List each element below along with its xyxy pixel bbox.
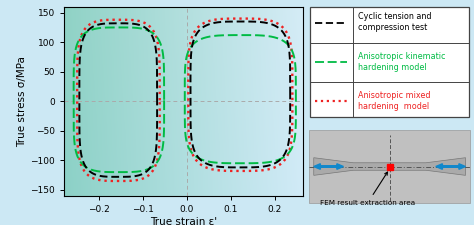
- Text: Anisotropic kinematic
hardening model: Anisotropic kinematic hardening model: [358, 52, 446, 72]
- Y-axis label: True stress σ/MPa: True stress σ/MPa: [18, 56, 27, 147]
- Polygon shape: [314, 158, 465, 175]
- FancyBboxPatch shape: [310, 7, 469, 117]
- FancyBboxPatch shape: [309, 130, 471, 203]
- Text: Cyclic tension and
compression test: Cyclic tension and compression test: [358, 12, 432, 32]
- FancyArrow shape: [314, 164, 337, 169]
- FancyArrow shape: [442, 164, 465, 169]
- FancyArrow shape: [436, 164, 459, 169]
- X-axis label: True strain ε': True strain ε': [150, 216, 217, 225]
- Text: Anisotropic mixed
hardening  model: Anisotropic mixed hardening model: [358, 91, 431, 111]
- Text: FEM result extraction area: FEM result extraction area: [320, 172, 416, 206]
- FancyArrow shape: [320, 164, 344, 169]
